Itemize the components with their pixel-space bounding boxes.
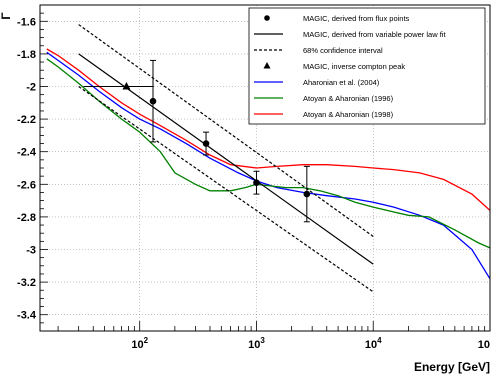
legend-box (248, 7, 486, 125)
y-tick-label: -2.8 (17, 212, 36, 224)
x-tick-label: 103 (248, 336, 265, 351)
legend-label: 68% confidence interval (303, 46, 383, 55)
y-tick-label: -2.2 (17, 114, 36, 126)
legend-entry: Atoyan & Aharonian (1998) (254, 110, 394, 119)
legend-label: MAGIC, derived from flux points (303, 14, 410, 23)
magic-points (83, 59, 311, 223)
legend-label: Aharonian et al. (2004) (303, 78, 380, 87)
y-axis-label: Γ (0, 12, 13, 20)
series-line (46, 48, 491, 211)
legend-entry: MAGIC, derived from variable power law f… (254, 30, 446, 39)
y-tick-label: -2.6 (17, 179, 36, 191)
legend-entry: MAGIC, derived from flux points (264, 14, 410, 23)
legend-label: MAGIC, inverse compton peak (303, 62, 405, 71)
legend-label: MAGIC, derived from variable power law f… (303, 30, 446, 39)
legend-entry: Atoyan & Aharonian (1996) (254, 94, 394, 103)
flux-point (202, 140, 210, 147)
confidence-upper-line (78, 24, 374, 237)
legend: MAGIC, derived from flux points MAGIC, de… (248, 7, 486, 125)
y-tick-label: -2.4 (17, 147, 37, 159)
flux-point (303, 190, 311, 198)
legend-label: Atoyan & Aharonian (1998) (303, 110, 394, 119)
flux-point (253, 179, 260, 186)
y-tick-label: -2 (26, 82, 36, 94)
y-tick-label: -1.6 (17, 16, 36, 28)
y-tick-label: -1.8 (17, 49, 36, 61)
x-tick-label: 102 (131, 336, 148, 351)
x-tick-label: 104 (365, 336, 382, 351)
axis-tick-labels: -1.6 -1.8 -2 -2.2 -2.4 -2.6 -2.8 -3 -3.2 -3.4 102 1… (17, 16, 490, 351)
legend-triangle-marker (263, 62, 271, 69)
legend-dot-marker (264, 15, 270, 21)
legend-entry: Aharonian et al. (2004) (254, 78, 380, 87)
x-axis-label: Energy [GeV] (414, 360, 490, 374)
y-tick-label: -3.2 (17, 277, 36, 289)
axis-ticks (40, 4, 491, 332)
y-tick-label: -3 (26, 245, 36, 257)
y-tick-label: -3.4 (17, 310, 37, 322)
legend-label: Atoyan & Aharonian (1996) (303, 94, 394, 103)
x-tick-label: 10 (478, 339, 490, 351)
flux-point (149, 97, 157, 105)
ic-peak-point (122, 82, 131, 90)
legend-entry: MAGIC, inverse compton peak (263, 62, 405, 71)
legend-entry: 68% confidence interval (254, 46, 383, 55)
